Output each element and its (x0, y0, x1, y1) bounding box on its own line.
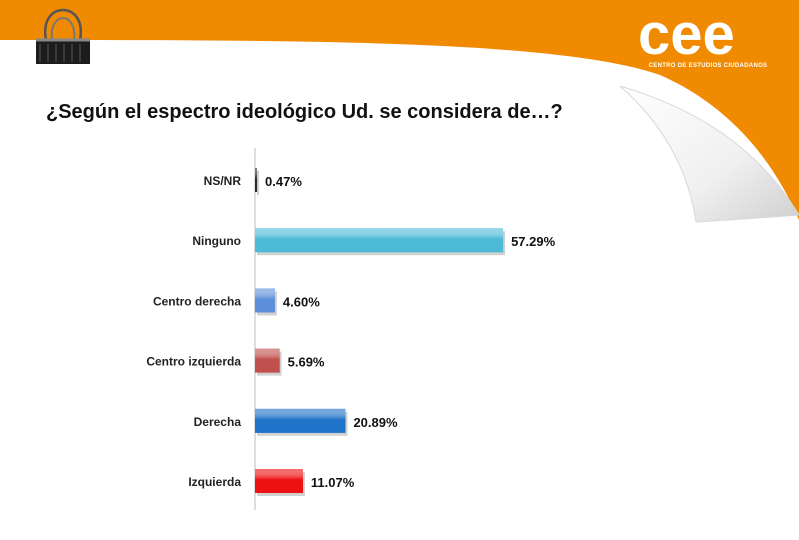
category-label: Derecha (194, 415, 242, 429)
category-label: Centro izquierda (146, 355, 241, 369)
bar-highlight (255, 348, 280, 373)
logo-caption: CENTRO DE ESTUDIOS CIUDADANOS (648, 63, 768, 69)
logo-badge: UFG (744, 33, 767, 45)
binder-clip-icon (32, 8, 94, 71)
header-band (0, 0, 799, 220)
data-label: 11.07% (311, 475, 355, 490)
bar-highlight (255, 168, 258, 192)
bar-highlight (255, 228, 504, 253)
bar-highlight (255, 288, 275, 313)
cee-logo: cee UFG (630, 2, 790, 78)
bar-highlight (255, 469, 303, 493)
page-curl (619, 85, 799, 223)
logo-mark: cee (638, 6, 735, 66)
data-label: 0.47% (265, 174, 302, 189)
data-label: 4.60% (283, 294, 320, 309)
category-label: NS/NR (204, 174, 242, 188)
bar-highlight (255, 408, 346, 433)
data-label: 20.89% (353, 415, 398, 430)
data-label: 57.29% (511, 234, 556, 249)
bar-shadow (257, 171, 260, 195)
data-label: 5.69% (288, 355, 325, 370)
category-label: Centro derecha (153, 294, 241, 308)
slide-title: ¿Según el espectro ideológico Ud. se con… (46, 101, 563, 123)
category-label: Ninguno (192, 234, 241, 248)
category-label: Izquierda (188, 475, 241, 489)
